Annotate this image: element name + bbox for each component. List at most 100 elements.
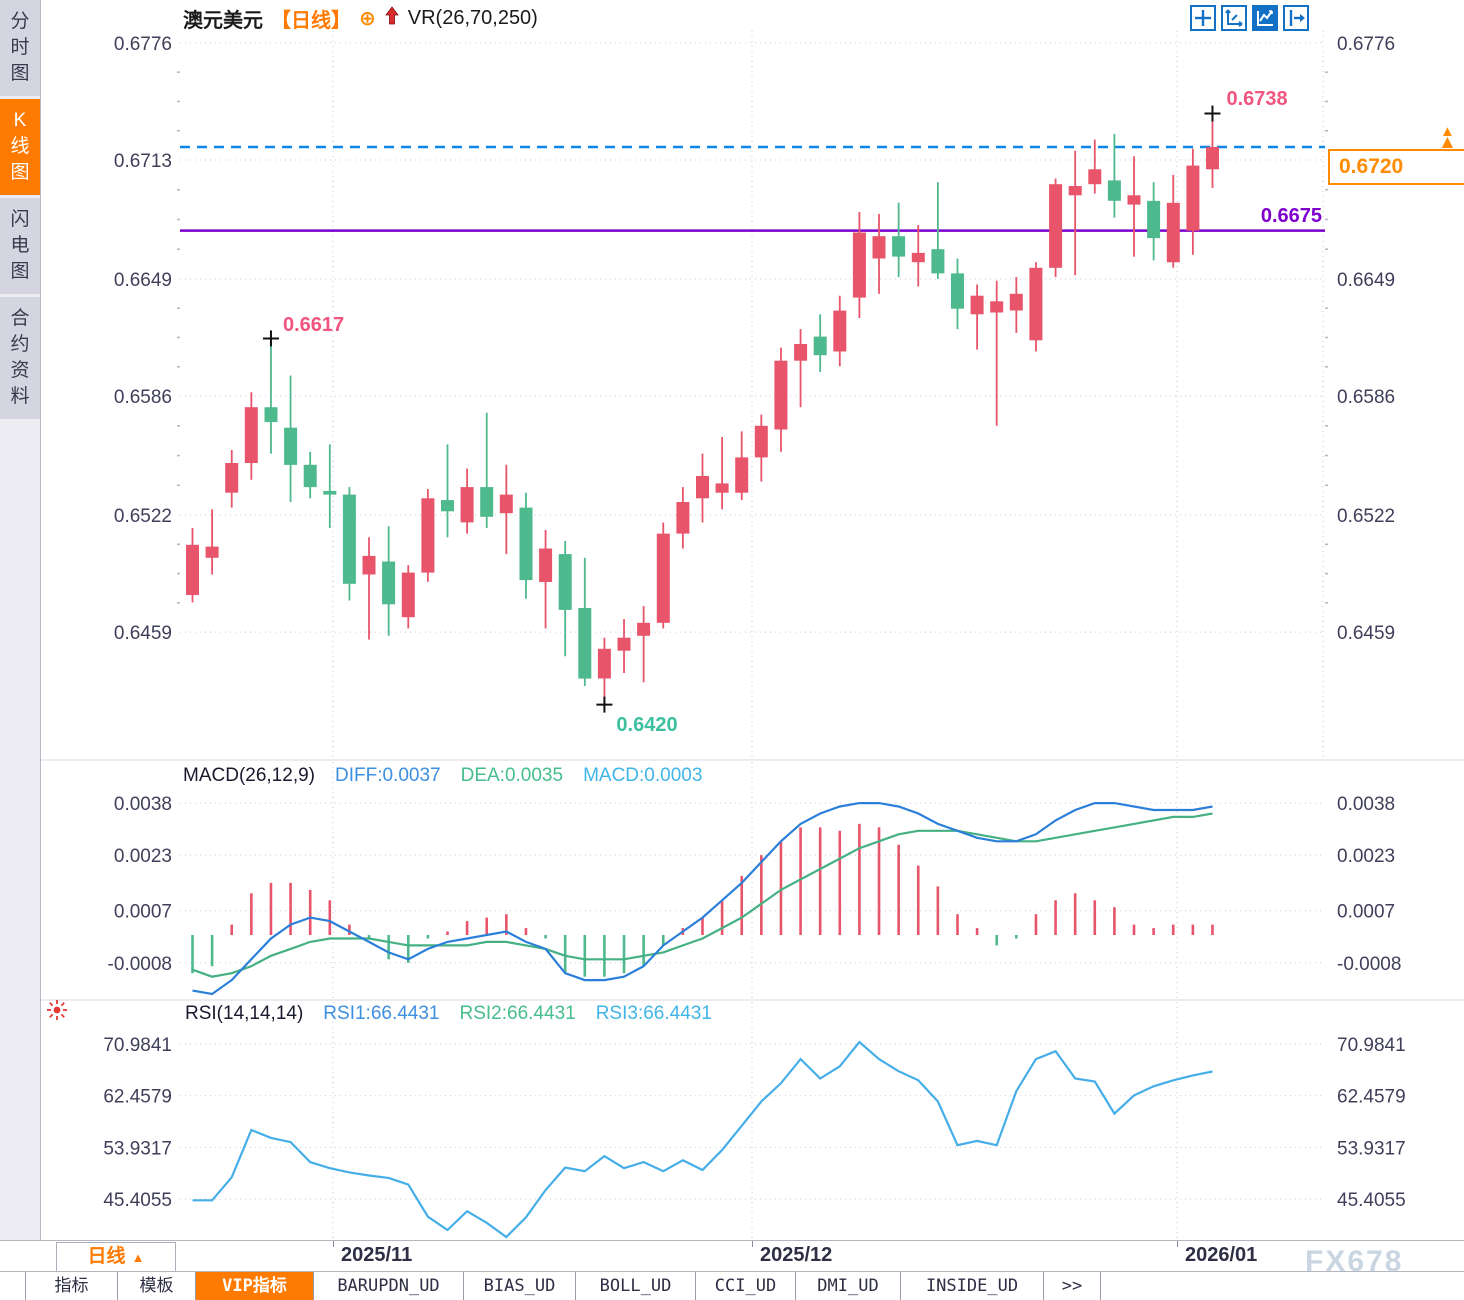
tab-[interactable]: 模板 [118,1272,196,1300]
axis-scale-icon[interactable] [1221,5,1247,31]
candle-body [892,236,906,257]
sidebar-item-0[interactable]: 分时图 [0,0,40,96]
candle-body [362,555,376,575]
swing-high-annotation: 0.6617 [282,314,345,337]
month-tick [752,1241,753,1247]
candle-body [1009,293,1023,311]
candle-body [1127,195,1141,205]
tab-dmi_ud[interactable]: DMI_UD [796,1272,901,1300]
sidebar-item-1[interactable]: K线图 [0,99,40,195]
interval-tag: 【日线】 [271,9,351,32]
candle-body [519,507,533,581]
axis-tick-label: 45.4055 [1337,1190,1406,1211]
rsi-line [192,1040,1213,1239]
axis-tick-label: 0.0038 [1337,794,1395,815]
up-arrow-icon [384,5,400,31]
candle-body [382,561,396,605]
candle-body [1068,186,1082,196]
candle-body [480,487,494,517]
candle-body [735,457,749,493]
candle-body [872,236,886,259]
support-level-annotation: 0.6675 [1260,204,1322,227]
axis-tick-label: 0.6649 [1337,270,1395,291]
sidebar-chart-modes: 分时图 K线图 闪电图 合约资料 [0,0,41,1240]
candle-body [323,490,337,495]
sidebar-item-3[interactable]: 合约资料 [0,297,40,419]
chart-style-icon[interactable] [1252,5,1278,31]
axis-tick-label: 0.0007 [114,902,172,923]
candle-body [303,464,317,488]
candle-body [205,546,219,558]
candle-body [460,487,474,523]
tab-inside_ud[interactable]: INSIDE_UD [901,1272,1044,1300]
candle-body [1166,202,1180,263]
macd-diff-value: DIFF:0.0037 [335,765,441,786]
axis-tick-label: 0.6459 [114,623,172,644]
extreme-cross-marker [596,696,613,713]
axis-tick-label: 53.9317 [1337,1138,1406,1159]
candle-body [1206,147,1219,170]
time-axis-row: 日线 ▲ 2025/11 2025/12 2026/01 [0,1240,1464,1272]
candle-body [244,407,258,463]
sidebar-item-2[interactable]: 闪电图 [0,198,40,294]
tab-[interactable]: 指标 [26,1272,118,1300]
last-high-annotation: 0.6738 [1226,87,1288,110]
tab-cci_ud[interactable]: CCI_UD [696,1272,796,1300]
candle-body [421,498,435,573]
candle-body [754,425,768,458]
tag-arrow-small: ▲ [1439,123,1455,140]
axis-tick-label: 70.9841 [103,1035,172,1056]
candle-body [264,407,278,423]
candle-body [401,572,415,618]
axis-tick-label: 0.6713 [114,151,172,172]
axis-tick-label: 0.6586 [114,387,172,408]
tab->>[interactable]: >> [1044,1272,1101,1300]
axis-tick-label: 0.6459 [1337,623,1395,644]
axis-tick-label: -0.0008 [108,954,172,975]
candle-body [1049,184,1063,268]
axis-tick-label: 62.4579 [1337,1087,1406,1108]
axis-tick-label: 70.9841 [1337,1035,1406,1056]
axis-tick-label: 45.4055 [103,1190,172,1211]
add-indicator-icon[interactable]: ⊕ [359,7,376,30]
tab-bar-spacer [0,1272,26,1300]
interval-selector[interactable]: 日线 ▲ [56,1242,176,1272]
candle-body [951,273,964,309]
caret-up-icon: ▲ [131,1250,145,1265]
candle-body [931,249,945,274]
extreme-cross-marker [262,330,279,347]
macd-diff-line [192,801,1213,996]
price-up-arrow-icon: ▲ ▲ [1438,123,1457,152]
candle-body [539,548,553,582]
move-icon[interactable] [1190,5,1216,31]
tab-boll_ud[interactable]: BOLL_UD [576,1272,696,1300]
candle-body [1088,169,1102,185]
candle-body [617,637,631,651]
chart-toolbar [1190,5,1309,31]
tab-vip[interactable]: VIP指标 [196,1272,314,1300]
rsi-header: RSI(14,14,14) RSI1:66.4431 RSI2:66.4431 … [185,1003,712,1025]
month-tick [1177,1241,1178,1247]
indicator-settings-sun-icon[interactable] [45,998,69,1027]
axis-tick-label: 0.0007 [1337,902,1395,923]
axis-tick-label: 62.4579 [103,1087,172,1108]
axis-tick-label: 0.6649 [114,270,172,291]
candle-body [970,295,984,315]
candle-body [1029,267,1043,341]
x-axis-label-2025-12: 2025/12 [760,1244,833,1266]
rsi-params-label: RSI(14,14,14) [185,1003,304,1024]
tab-barupdn_ud[interactable]: BARUPDN_UD [314,1272,464,1300]
candle-body [637,622,651,636]
axis-tick-label: 0.6776 [1337,34,1395,55]
chart-title: 澳元美元 【日线】 ⊕ VR(26,70,250) [183,4,538,32]
collapse-panel-icon[interactable] [1283,5,1309,31]
macd-params-label: MACD(26,12,9) [183,765,315,786]
tab-bias_ud[interactable]: BIAS_UD [464,1272,576,1300]
macd-dea-value: DEA:0.0035 [460,765,564,786]
candle-body [813,336,827,356]
axis-tick-label: 0.6776 [114,34,172,55]
macd-header: MACD(26,12,9) DIFF:0.0037 DEA:0.0035 MAC… [183,765,702,787]
candle-body [715,483,729,493]
